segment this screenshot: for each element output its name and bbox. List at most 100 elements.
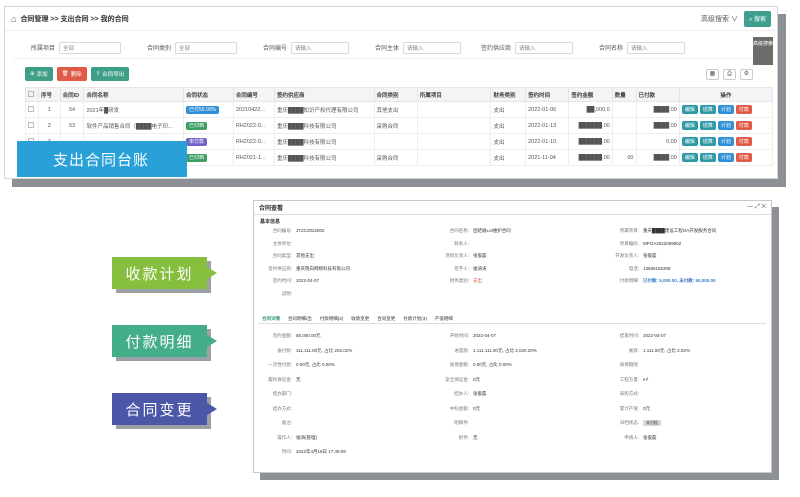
export-label: 合同导出 (102, 72, 125, 78)
detail-tab[interactable]: 收款变更 (351, 315, 370, 321)
detail-header: 合同查看 — ⤢ ✕ (254, 201, 771, 215)
callout-label: 收款计划 (125, 265, 194, 283)
detail-title: 合同查看 (259, 206, 284, 212)
cell-paid: ████.00 (635, 149, 680, 166)
col-header: 操作 (678, 87, 774, 102)
plan-button[interactable]: 计划 (717, 153, 734, 162)
pay-button[interactable]: 付款 (735, 153, 752, 162)
export-button[interactable]: ⇪ 合同导出 (90, 67, 130, 81)
filter-project: 所属项目 全部 (13, 41, 121, 54)
name-input[interactable]: 请输入 (627, 41, 685, 54)
info-field: 财务类别: 支出 (439, 278, 482, 284)
row-checkbox[interactable] (25, 101, 39, 118)
field-key: 合同编号: (272, 228, 292, 233)
settle-button[interactable]: 结算 (699, 121, 716, 130)
detail-tab[interactable]: 产值明细 (434, 315, 453, 321)
cell-qty: 00 (611, 149, 637, 166)
cell-finance: 支出 (490, 149, 527, 166)
add-button[interactable]: ⊕ 添加 (25, 67, 53, 81)
field-value: 重庆晓白网络科技有限公司 (296, 265, 350, 271)
field-key: 所属项目: (619, 228, 639, 233)
detail-field: 备付款: 111,111.00元, 占比 202.02% (262, 348, 352, 354)
grid-icon[interactable]: ▦ (706, 69, 719, 80)
plan-button[interactable]: 计划 (717, 121, 734, 130)
settle-button[interactable]: 结算 (699, 153, 716, 162)
search-button-label: 搜索 (753, 16, 766, 23)
row-checkbox[interactable] (25, 117, 39, 134)
detail-field: 工程方量: m³ (609, 377, 649, 383)
edit-button[interactable]: 编辑 (681, 121, 698, 130)
detail-tabs: 合同详情 合同明细/出 付款明细(2) 收款变更 合同变更 付款计划(3) 产值明细 (258, 314, 766, 324)
detail-tab[interactable]: 合同变更 (377, 315, 396, 321)
supplier-input[interactable]: 请输入 (515, 41, 573, 54)
info-field: 主体单位: (262, 241, 296, 247)
cell-project (416, 117, 492, 134)
select-all-checkbox[interactable] (25, 87, 39, 102)
field-value: 0元 (473, 405, 481, 411)
pay-button[interactable]: 付款 (735, 137, 752, 146)
detail-tab[interactable]: 付款计划(3) (403, 315, 427, 321)
edit-button[interactable]: 编辑 (681, 105, 698, 114)
detail-tab[interactable]: 付款明细(2) (319, 315, 344, 321)
filter-label: 签约供应商 (480, 46, 511, 52)
settle-button[interactable]: 结算 (699, 105, 716, 114)
project-select[interactable]: 全部 (59, 41, 121, 54)
filter-label: 合同类别 (146, 46, 171, 52)
print-icon[interactable]: ⎙ (723, 69, 736, 80)
table-row[interactable]: 1 54 2021年█研发 已付50.00% 20210422... 重庆████知识产权… (25, 101, 774, 118)
detail-field: 履约保证金: 无 (262, 377, 300, 383)
plan-button[interactable]: 计划 (717, 137, 734, 146)
detail-tab[interactable]: 合同明细/出 (288, 315, 312, 321)
category-select[interactable]: 全部 (175, 41, 237, 54)
field-key: 签约金额: (272, 333, 292, 338)
settle-button[interactable]: 结算 (699, 137, 716, 146)
list-header: ⌂ 合同管理 >> 支出合同 >> 我的合同 高级搜索 ∨ ⌕ 搜索 (5, 7, 777, 31)
contract-detail-window: 合同查看 — ⤢ ✕ 基本信息 合同编号: JTZC2022002 合同名称: 团结展… (253, 200, 772, 473)
field-key: 备付款: (277, 347, 292, 353)
field-value: 1,111.00元, 占比 2.02% (643, 347, 690, 353)
detail-field: 结办部门: (262, 391, 296, 397)
col-header: 已付款 (635, 87, 680, 102)
pay-button[interactable]: 付款 (735, 121, 752, 130)
field-value: 0元 (643, 405, 651, 411)
row-actions: 编辑 结算 计划 付款 (678, 101, 774, 118)
delete-label: 删除 (70, 72, 82, 78)
field-key: 归档状态: (619, 420, 639, 425)
pay-button[interactable]: 付款 (735, 105, 752, 114)
home-icon[interactable]: ⌂ (11, 13, 17, 24)
add-label: 添加 (36, 72, 48, 78)
delete-button[interactable]: 🗑 删除 (56, 67, 87, 81)
cell-name[interactable]: 软件产品销售合同（████电子印... (83, 117, 185, 134)
filter-label: 合同编号 (262, 46, 287, 52)
detail-field: 备注: (262, 420, 296, 426)
advanced-search-side-tab[interactable]: 高级搜索 (753, 37, 773, 65)
info-field: 签约时间: 2022-04-07 (262, 278, 319, 284)
window-controls[interactable]: — ⤢ ✕ (747, 204, 766, 210)
detail-field: 时间: 2022年4月18日 17:49:09 (262, 449, 346, 455)
field-value: 0.00元, 占比 0.00% (473, 362, 512, 367)
col-header: 所属项目 (416, 87, 492, 102)
code-input[interactable]: 请输入 (291, 41, 349, 54)
entity-input[interactable]: 请输入 (403, 41, 461, 54)
edit-button[interactable]: 编辑 (681, 137, 698, 146)
detail-tab[interactable]: 合同详情 (262, 315, 280, 321)
settings-icon[interactable]: ⚙ (740, 69, 753, 80)
cell-name[interactable]: 2021年█研发 (83, 101, 185, 118)
detail-field: 结办方式: (262, 406, 296, 412)
field-value: 福涛(管理) (296, 434, 317, 440)
cell-amount: ██████.00 (568, 117, 613, 134)
table-row[interactable]: 2 53 软件产品销售合同（████电子印... 已归档 RH2022-0... 重庆██… (25, 117, 774, 134)
edit-button[interactable]: 编辑 (681, 153, 698, 162)
field-key: 进度款: (454, 347, 469, 353)
cell-date: 2021-11-04 (525, 149, 570, 166)
cell-supplier: 重庆████科技有限公司 (273, 149, 375, 166)
cell-qty (611, 117, 637, 134)
field-key: 一次性付款: (268, 362, 292, 367)
detail-field: 签约金额: 55,000.00元 (262, 333, 321, 339)
info-field: 签字人: 福涛涛 (439, 266, 486, 272)
col-header: 合同状态 (183, 87, 234, 102)
search-button[interactable]: ⌕ 搜索 (743, 10, 771, 27)
advanced-search-toggle[interactable]: 高级搜索 ∨ (701, 15, 738, 23)
cell-project (416, 133, 492, 150)
plan-button[interactable]: 计划 (717, 105, 734, 114)
